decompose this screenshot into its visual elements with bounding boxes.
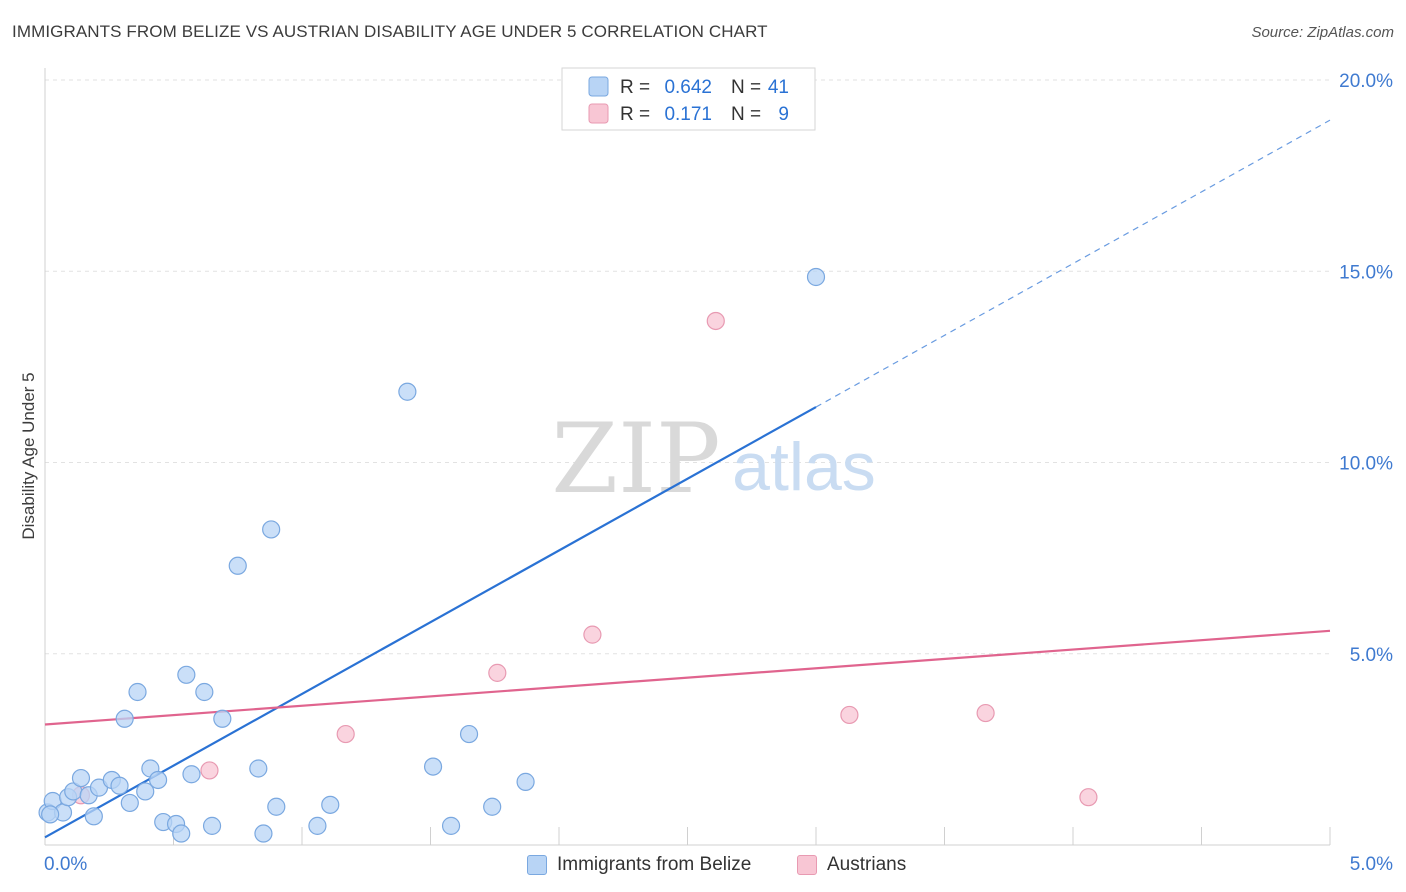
legend-item-belize[interactable]: Immigrants from Belize: [527, 852, 751, 878]
axes: [44, 68, 1331, 846]
legend-r-value-pink: 0.171: [664, 104, 712, 125]
legend-n-value-pink: 9: [778, 104, 789, 125]
legend-r-label-blue: R =: [620, 77, 650, 98]
chart-source: Source: ZipAtlas.com: [1251, 24, 1394, 41]
legend-item-austrians[interactable]: Austrians: [797, 852, 906, 878]
chart-title: IMMIGRANTS FROM BELIZE VS AUSTRIAN DISAB…: [12, 22, 768, 41]
point-belize: [423, 757, 443, 776]
point-belize: [228, 556, 247, 575]
point-austrians: [840, 705, 859, 725]
legend-swatch-austrians: [797, 855, 817, 875]
point-belize: [213, 709, 232, 728]
legend-swatch-belize: [527, 855, 547, 875]
legend-stats-swatch-blue: [588, 76, 609, 97]
point-belize: [516, 772, 535, 791]
legend-stats: R = 0.642 N = 41 R = 0.171 N = 9: [561, 67, 816, 131]
watermark-atlas: atlas: [732, 429, 876, 505]
point-austrians: [200, 761, 219, 780]
point-belize: [483, 797, 502, 816]
point-belize: [41, 805, 60, 824]
point-belize: [84, 807, 103, 826]
point-austrians: [706, 311, 725, 331]
point-belize: [195, 682, 214, 702]
point-belize: [308, 816, 327, 835]
x-tick-label: 5.0%: [1350, 854, 1393, 875]
legend-r-label-pink: R =: [620, 104, 650, 125]
watermark: ZIP atlas: [551, 403, 875, 515]
y-tick-label: 20.0%: [1339, 71, 1393, 92]
point-belize: [182, 765, 201, 784]
point-belize: [120, 793, 139, 813]
point-austrians: [976, 703, 995, 723]
tick-labels: 5.0% 10.0% 15.0% 20.0% 0.0% 5.0%: [44, 71, 1393, 875]
trend-lines: [44, 119, 1331, 839]
data-points: [38, 74, 1098, 843]
y-tick-label: 10.0%: [1339, 454, 1393, 475]
point-belize: [136, 782, 155, 801]
y-tick-label: 5.0%: [1350, 645, 1393, 666]
legend-series: Immigrants from Belize Austrians: [0, 852, 1406, 878]
point-belize: [110, 776, 129, 795]
y-tick-label: 15.0%: [1339, 262, 1393, 283]
y-axis-label: Disability Age Under 5: [19, 372, 38, 539]
point-belize: [202, 816, 222, 835]
legend-n-label-blue: N =: [731, 77, 761, 98]
point-belize: [321, 795, 340, 814]
point-belize: [262, 520, 281, 539]
point-belize: [128, 682, 147, 702]
point-austrians: [336, 724, 355, 744]
point-austrians: [488, 663, 507, 682]
point-austrians: [1079, 788, 1098, 807]
point-belize: [115, 709, 134, 728]
point-belize: [267, 797, 286, 816]
watermark-zip: ZIP: [551, 403, 720, 515]
point-belize: [806, 267, 826, 287]
legend-label-belize: Immigrants from Belize: [557, 854, 752, 875]
point-belize: [459, 724, 479, 744]
legend-r-value-blue: 0.642: [664, 77, 712, 98]
legend-label-austrians: Austrians: [827, 854, 907, 875]
trend-line-belize-extension: [815, 119, 1331, 408]
legend-n-value-blue: 41: [768, 77, 789, 98]
x-tick-label: 0.0%: [44, 854, 87, 875]
legend-n-label-pink: N =: [731, 104, 761, 125]
point-belize: [254, 824, 273, 843]
point-belize: [71, 768, 91, 788]
trend-line-belize: [44, 406, 817, 839]
point-belize: [441, 816, 461, 835]
point-belize: [177, 665, 196, 684]
point-belize: [398, 382, 417, 401]
point-belize: [249, 759, 268, 778]
trend-line-austrians: [44, 629, 1331, 726]
point-belize: [148, 770, 168, 790]
point-belize: [172, 824, 191, 843]
point-austrians: [583, 625, 602, 644]
legend-stats-swatch-pink: [588, 103, 609, 124]
